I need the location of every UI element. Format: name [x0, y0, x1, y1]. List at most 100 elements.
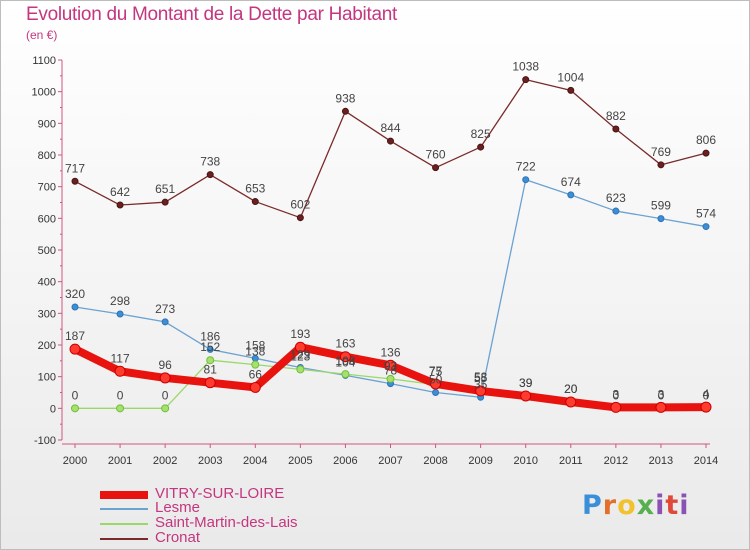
x-tick-label: 2009 [468, 455, 492, 467]
value-label-vitry: 96 [158, 358, 172, 372]
value-label-lesme: 722 [516, 160, 536, 174]
value-label-lesme: 35 [474, 377, 488, 391]
legend-swatch-vitry [100, 491, 148, 499]
data-point-cronat [206, 171, 214, 179]
legend-swatch-cronat [100, 538, 148, 540]
value-label-lesme: 599 [651, 199, 671, 213]
value-label-vitry: 3 [658, 387, 665, 401]
legend-item-lesme: Lesme [100, 499, 360, 517]
value-label-saint-martin: 58 [474, 370, 488, 384]
value-label-lesme: 50 [429, 373, 443, 387]
value-label-lesme: 186 [200, 329, 220, 343]
value-label-saint-martin: 0 [703, 388, 710, 402]
data-point-lesme [567, 191, 575, 199]
data-point-vitry [249, 381, 261, 393]
value-label-saint-martin: 0 [658, 388, 665, 402]
x-tick-label: 2008 [423, 455, 447, 467]
value-label-vitry: 187 [65, 329, 85, 343]
value-label-saint-martin: 152 [200, 340, 220, 354]
value-label-saint-martin: 93 [384, 359, 398, 373]
value-label-lesme: 298 [110, 294, 130, 308]
data-point-lesme [116, 310, 124, 318]
data-point-cronat [341, 107, 349, 115]
data-point-saint-martin [386, 374, 395, 383]
value-label-saint-martin: 0 [613, 388, 620, 402]
data-point-lesme [432, 389, 440, 396]
value-label-cronat: 1004 [557, 70, 584, 84]
data-point-cronat [116, 201, 124, 209]
value-label-cronat: 602 [290, 198, 310, 212]
data-point-lesme [657, 215, 665, 223]
legend-label-cronat: Cronat [155, 529, 201, 546]
x-tick-label: 2000 [63, 455, 87, 467]
data-point-vitry [565, 396, 577, 408]
y-tick-label: 600 [38, 213, 56, 225]
data-point-saint-martin [71, 404, 79, 413]
data-point-cronat [567, 86, 575, 94]
value-label-lesme: 273 [155, 302, 175, 316]
value-label-cronat: 938 [335, 91, 355, 105]
data-point-saint-martin [161, 404, 170, 413]
data-point-vitry [114, 365, 126, 377]
value-label-cronat: 651 [155, 182, 175, 196]
value-label-vitry: 193 [290, 327, 310, 341]
value-label-lesme: 623 [606, 191, 626, 205]
value-label-lesme: 104 [335, 355, 355, 369]
x-tick-label: 2006 [333, 455, 357, 467]
x-tick-label: 2011 [559, 455, 583, 467]
value-label-vitry: 81 [204, 363, 218, 377]
data-point-lesme [71, 303, 79, 311]
data-point-cronat [702, 149, 710, 157]
value-label-vitry: 66 [249, 367, 263, 381]
data-point-lesme [522, 176, 530, 184]
y-tick-label: 100 [38, 372, 56, 384]
data-point-cronat [161, 198, 169, 206]
value-label-saint-martin: 0 [162, 388, 169, 402]
x-tick-label: 2004 [243, 455, 267, 467]
data-point-saint-martin [206, 356, 215, 365]
data-point-lesme [612, 207, 620, 215]
data-point-vitry [700, 401, 712, 413]
value-label-lesme: 574 [696, 207, 716, 221]
x-tick-label: 2014 [694, 455, 718, 467]
x-tick-label: 2002 [153, 455, 177, 467]
y-tick-label: 1100 [32, 55, 56, 67]
y-tick-label: -100 [34, 435, 56, 447]
value-label-lesme: 129 [290, 347, 310, 361]
value-label-vitry: 20 [564, 382, 578, 396]
data-point-cronat [522, 76, 530, 84]
chart-unit-label: (en €) [26, 28, 58, 42]
y-tick-label: 500 [38, 245, 56, 257]
value-label-cronat: 844 [380, 121, 400, 135]
y-tick-label: 0 [50, 403, 56, 415]
data-point-vitry [520, 390, 532, 402]
y-tick-label: 700 [38, 182, 56, 194]
data-point-lesme [702, 223, 710, 231]
value-label-cronat: 642 [110, 185, 130, 199]
data-point-vitry [430, 378, 442, 390]
value-label-lesme: 158 [245, 338, 265, 352]
value-label-saint-martin: 0 [117, 388, 124, 402]
data-point-vitry [339, 351, 351, 363]
x-tick-label: 2005 [288, 455, 312, 467]
value-label-cronat: 760 [426, 148, 446, 162]
data-point-vitry [159, 372, 171, 384]
x-tick-label: 2001 [108, 455, 132, 467]
value-label-cronat: 1038 [512, 60, 539, 74]
data-point-cronat [387, 137, 394, 145]
data-point-vitry [655, 401, 667, 413]
x-tick-label: 2012 [604, 455, 628, 467]
y-tick-label: 400 [38, 277, 56, 289]
x-tick-label: 2010 [513, 455, 537, 467]
data-point-vitry [69, 343, 81, 355]
data-point-saint-martin [296, 365, 305, 374]
data-point-cronat [477, 143, 485, 151]
data-point-cronat [612, 125, 620, 133]
y-tick-label: 1000 [32, 87, 56, 99]
value-label-saint-martin: 75 [429, 365, 443, 379]
value-label-vitry: 77 [429, 364, 443, 378]
data-point-vitry [294, 341, 306, 353]
data-point-vitry [610, 401, 622, 413]
value-label-vitry: 39 [519, 376, 533, 390]
value-label-saint-martin: 123 [290, 349, 310, 363]
